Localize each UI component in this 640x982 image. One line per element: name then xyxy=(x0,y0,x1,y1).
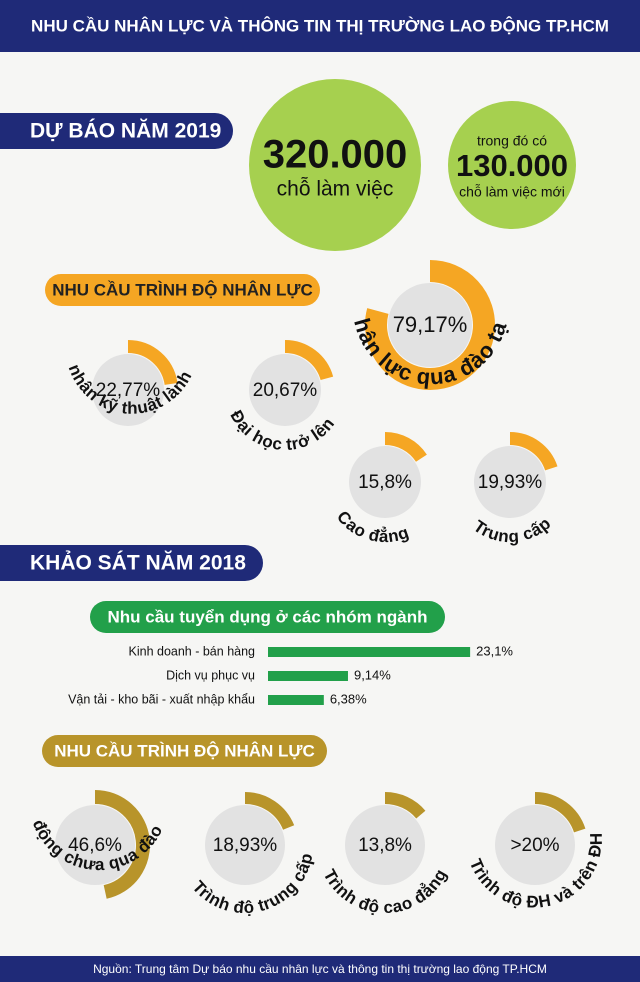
donut-arc xyxy=(127,340,178,386)
donut-arc xyxy=(94,790,150,899)
donut-arc xyxy=(284,340,334,381)
section-title: NHU CẦU TRÌNH ĐỘ NHÂN LỰC xyxy=(52,280,313,299)
bar-category: Dịch vụ phục vụ xyxy=(166,668,255,682)
bar-category: Kinh doanh - bán hàng xyxy=(129,644,256,658)
donut-value: 13,8% xyxy=(358,835,412,856)
donut-arc xyxy=(534,792,586,833)
new-label: chỗ làm việc mới xyxy=(459,184,565,200)
header-band xyxy=(0,0,640,52)
new-number: 130.000 xyxy=(456,148,568,183)
header-title: NHU CẦU NHÂN LỰC VÀ THÔNG TIN THỊ TRƯỜNG… xyxy=(31,16,609,35)
donut-center xyxy=(349,446,421,518)
bar-value: 6,38% xyxy=(330,691,367,706)
forecast-title: DỰ BÁO NĂM 2019 xyxy=(30,120,221,143)
donut-arc xyxy=(384,432,427,463)
bar-value: 9,14% xyxy=(354,667,391,682)
footer-band xyxy=(0,956,640,982)
donut-value: 15,8% xyxy=(358,472,412,493)
donut-value: 22,77% xyxy=(96,380,161,401)
section-pill xyxy=(42,735,327,767)
section-title: Nhu cầu tuyển dụng ở các nhóm ngành xyxy=(108,607,428,626)
donut-value: 79,17% xyxy=(393,312,468,337)
total-circle xyxy=(249,79,421,251)
donut-center xyxy=(55,805,135,885)
donut-arc xyxy=(365,260,495,390)
donut-center xyxy=(345,805,425,885)
donut-center xyxy=(495,805,575,885)
donut-arc xyxy=(244,792,295,831)
total-number: 320.000 xyxy=(263,133,408,177)
donut-value: 18,93% xyxy=(213,835,278,856)
section-pill xyxy=(45,274,320,306)
forecast-ribbon xyxy=(0,113,233,149)
total-label: chỗ làm việc xyxy=(277,178,394,201)
donut-center xyxy=(388,283,472,367)
section-pill xyxy=(90,601,445,633)
survey-ribbon xyxy=(0,545,263,581)
footer-source: Nguồn: Trung tâm Dự báo nhu cầu nhân lực… xyxy=(93,962,547,976)
donut-center xyxy=(92,354,164,426)
donut-arc xyxy=(509,432,558,471)
donut-center xyxy=(474,446,546,518)
bar xyxy=(268,647,471,657)
new-circle xyxy=(448,101,576,229)
bar xyxy=(268,695,324,705)
bar-value: 23,1% xyxy=(476,643,513,658)
bar xyxy=(268,671,348,681)
donut-center xyxy=(205,805,285,885)
donut-value: 19,93% xyxy=(478,472,543,493)
new-prefix: trong đó có xyxy=(477,133,547,149)
bar-category: Vận tải - kho bãi - xuất nhập khẩu xyxy=(68,692,255,706)
donut-value: 46,6% xyxy=(68,835,122,856)
survey-title: KHẢO SÁT NĂM 2018 xyxy=(30,552,246,575)
donut-value: 20,67% xyxy=(253,380,318,401)
donut-arc xyxy=(384,792,426,819)
donut-center xyxy=(249,354,321,426)
donut-value: >20% xyxy=(510,835,559,856)
section-title: NHU CẦU TRÌNH ĐỘ NHÂN LỰC xyxy=(54,741,315,760)
